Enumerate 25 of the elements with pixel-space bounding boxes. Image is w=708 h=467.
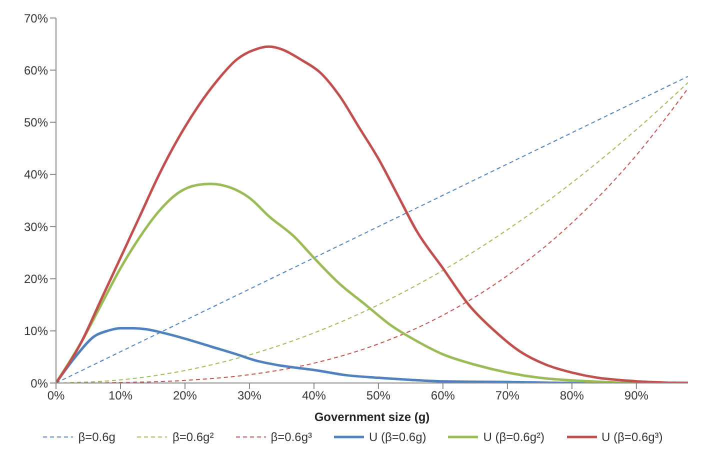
y-tick-label: 20% [24,272,48,286]
legend-label: β=0.6g² [172,430,214,444]
x-tick-label: 0% [47,388,65,403]
legend-label: U (β=0.6g²) [483,430,545,444]
x-tick-label: 60% [430,388,456,403]
x-tick-label: 30% [237,388,262,403]
x-tick-label: 80% [560,388,584,403]
y-tick-label: 60% [24,63,48,78]
x-tick-label: 10% [108,388,133,403]
y-tick-label: 10% [24,324,48,338]
x-tick-label: 40% [302,388,326,403]
legend-label: β=0.6g [78,430,116,444]
x-tick-label: 90% [624,388,649,403]
y-tick-label: 30% [24,220,48,234]
x-tick-label: 50% [366,388,391,403]
x-tick-label: 20% [172,388,198,403]
legend-label: U (β=0.6g³) [602,430,663,444]
y-tick-label: 40% [24,168,48,182]
y-tick-label: 0% [30,376,48,390]
legend-label: β=0.6g³ [270,430,312,444]
x-axis-title: Government size (g) [314,410,430,424]
x-tick-label: 70% [495,388,520,403]
y-tick-label: 50% [24,116,48,130]
y-tick-label: 70% [24,11,48,26]
legend-label: U (β=0.6g) [369,430,426,444]
